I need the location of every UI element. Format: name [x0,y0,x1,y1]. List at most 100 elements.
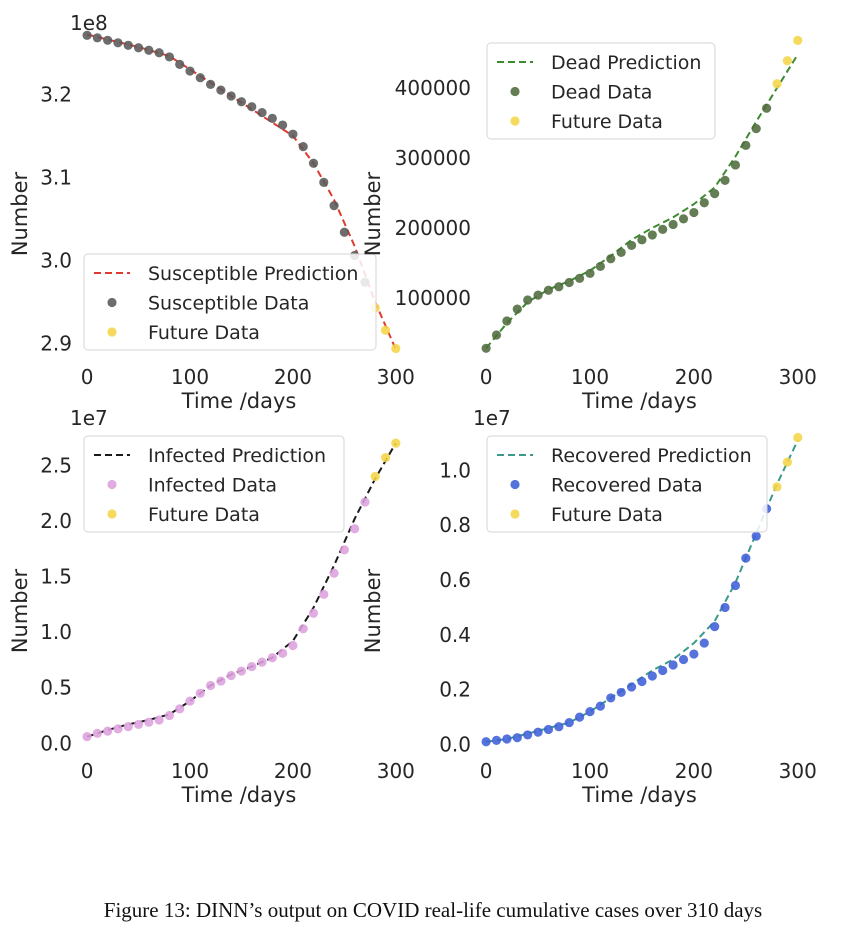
data-point [113,724,123,734]
legend-entry-label: Infected Data [148,475,277,497]
data-point [751,531,761,541]
data-point [658,665,668,676]
data-point [288,640,298,651]
legend-entry-label: Future Data [148,504,260,526]
data-point [133,719,144,730]
legend-entry-label: Future Data [551,111,663,133]
data-point [257,107,267,118]
x-tick-label: 200 [274,365,312,389]
data-point [380,452,391,463]
legend: Recovered Prediction Recovered Data Future… [486,435,768,533]
data-point [164,52,175,62]
data-point [647,671,657,681]
x-tick-label: 0 [81,365,94,389]
data-point [730,160,741,170]
data-point [82,732,92,742]
x-tick-label: 100 [571,365,609,389]
legend-entry-label: Dead Prediction [551,52,701,74]
data-point [350,524,360,534]
data-point [298,142,308,152]
data-point [308,158,319,168]
x-tick-label: 100 [171,365,209,389]
x-tick-label: 200 [675,759,713,783]
data-point [626,240,637,251]
legend-marker-swatch [107,479,117,490]
axis-offset-text: 1e8 [70,11,108,35]
data-point [554,722,564,732]
y-tick-label: 0.6 [439,568,471,592]
data-point [772,79,782,89]
data-point [668,660,678,670]
y-tick-label: 200000 [395,216,471,240]
data-point [585,268,595,279]
data-point [554,282,564,292]
data-point [267,653,277,663]
data-point [575,712,585,722]
data-point [491,735,502,746]
data-point [678,654,689,665]
data-point [133,43,144,53]
data-point [595,261,605,272]
data-point [575,273,585,283]
data-point [720,602,730,613]
data-point [595,701,605,711]
y-tick-label: 0.8 [439,513,471,537]
data-point [144,45,154,55]
x-tick-label: 300 [779,759,817,783]
data-point [236,666,247,676]
data-point [647,230,657,240]
data-point [793,432,803,443]
legend-marker-swatch [510,479,520,490]
data-point [543,724,554,735]
data-point [205,680,216,691]
y-tick-label: 2.9 [40,332,72,356]
figure-caption: Figure 13: DINN’s output on COVID real-l… [103,898,763,922]
data-point [236,97,247,107]
x-tick-label: 300 [779,365,817,389]
data-point [730,580,741,591]
data-point [564,717,574,728]
data-point [195,688,205,698]
data-point [319,589,329,599]
data-point [762,103,772,113]
y-axis-label: Number [8,568,32,653]
legend-marker-swatch [107,509,117,519]
data-point [782,457,792,467]
data-point [391,343,401,354]
legend: Infected Prediction Infected Data Future D… [83,435,345,533]
data-point [103,35,113,45]
data-point [195,73,205,83]
legend: Susceptible Prediction Susceptible Data Fu… [83,253,377,351]
data-point [689,207,699,218]
x-tick-label: 200 [274,759,312,783]
data-point [92,728,102,738]
y-tick-label: 400000 [395,76,471,100]
data-point [689,649,699,659]
legend: Dead Prediction Dead Data Future Data [486,42,716,140]
x-tick-label: 200 [675,365,713,389]
data-point [523,295,533,305]
data-point [360,497,370,507]
y-tick-label: 1.0 [439,458,471,482]
data-point [278,120,288,130]
legend-marker-swatch [510,509,520,519]
y-tick-label: 300000 [395,146,471,170]
y-axis-label: Number [8,171,32,256]
data-point [380,325,391,335]
legend-entry-label: Susceptible Prediction [148,263,358,285]
data-point [720,175,730,185]
data-point [144,717,154,727]
y-tick-label: 0.5 [40,676,72,700]
data-point [92,33,102,43]
subplot-1: 0 100 200 300 2.9 3.0 3.1 3.2 Time /days Number 1e… [8,11,415,413]
legend-frame [486,435,768,533]
data-point [175,704,185,714]
data-point [543,285,554,295]
data-point [678,214,689,224]
data-point [339,227,349,237]
data-point [154,715,164,725]
subplot-3: 0 100 200 300 0.0 0.5 1.0 1.5 2.0 2.5 Time /days Nu… [8,406,415,807]
x-tick-label: 0 [480,759,493,783]
data-point [298,624,308,634]
